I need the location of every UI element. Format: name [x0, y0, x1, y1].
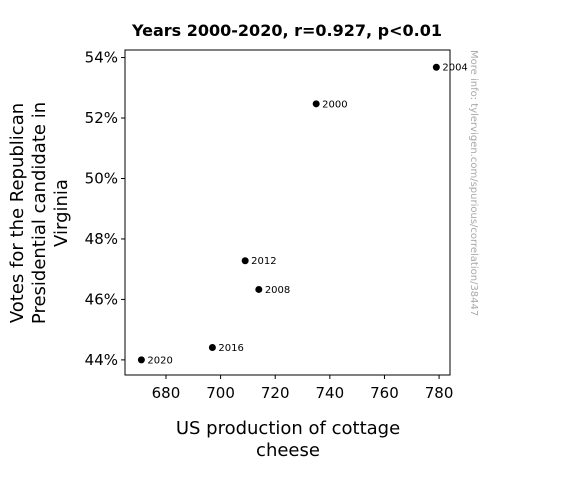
data-point [255, 285, 263, 293]
y-tick-label: 48% [85, 230, 118, 248]
y-tick-label: 44% [85, 351, 118, 369]
x-axis-label-line: US production of cottage [176, 418, 400, 439]
watermark-text: More info: tylervigen.com/spurious/corre… [468, 50, 479, 316]
x-tick-label: 700 [206, 384, 235, 402]
data-points: 2000 2004 2008 2012 2016 2020 [137, 63, 468, 366]
data-point [137, 356, 145, 364]
data-point [241, 257, 249, 265]
data-point-label: 2008 [265, 285, 290, 296]
data-point [208, 343, 216, 351]
x-tick-label: 680 [152, 384, 181, 402]
y-tick-label: 52% [85, 109, 118, 127]
data-point-label: 2004 [442, 63, 467, 74]
x-axis-label: US production of cottage cheese [176, 418, 400, 461]
data-point-label: 2016 [218, 343, 243, 354]
y-axis-label-line: Virginia [51, 179, 72, 247]
data-point [312, 100, 320, 108]
x-axis-label-line: cheese [256, 440, 320, 461]
x-tick-label: 780 [425, 384, 454, 402]
y-axis-label-line: Votes for the Republican [7, 103, 28, 323]
y-tick-label: 50% [85, 169, 118, 187]
x-tick-label: 740 [316, 384, 345, 402]
data-point-label: 2020 [147, 355, 172, 366]
y-axis-label-line: Presidential candidate in [29, 102, 50, 324]
x-tick-label: 720 [261, 384, 290, 402]
data-point-label: 2012 [251, 256, 276, 267]
plot-area [124, 49, 451, 376]
y-tick-label: 46% [85, 290, 118, 308]
data-point [432, 63, 440, 71]
y-tick-label: 54% [85, 49, 118, 67]
y-axis-label: Votes for the RepublicanPresidential can… [7, 102, 72, 324]
x-tick-label: 760 [370, 384, 399, 402]
data-point-label: 2000 [322, 99, 347, 110]
y-axis: 44% 46% 48% 50% 52% 54% [85, 49, 125, 369]
x-axis: 680 700 720 740 760 780 [152, 375, 454, 402]
chart-title: Years 2000-2020, r=0.927, p<0.01 [131, 21, 442, 40]
